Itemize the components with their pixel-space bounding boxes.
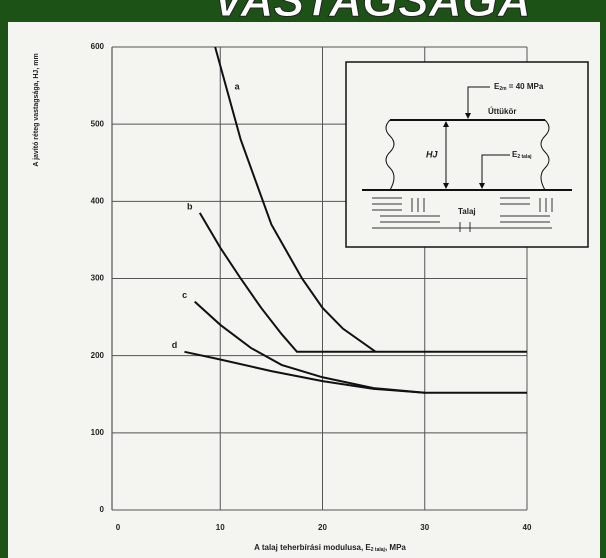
inset-frame bbox=[345, 61, 589, 248]
curve bbox=[184, 350, 425, 394]
arrowhead bbox=[443, 183, 449, 189]
curve bbox=[198, 212, 527, 353]
x-tick-label: 30 bbox=[420, 523, 429, 532]
arrowhead bbox=[465, 113, 471, 119]
y-tick-label: 100 bbox=[91, 428, 105, 437]
curve bbox=[214, 46, 377, 353]
soil-label: Talaj bbox=[458, 207, 476, 216]
x-label-main: A talaj teherbírási modulusa, E bbox=[254, 543, 371, 552]
curve-label: a bbox=[235, 81, 241, 91]
y-tick-label: 0 bbox=[100, 505, 105, 514]
soil-arrow bbox=[481, 154, 510, 188]
hj-label: HJ bbox=[426, 149, 438, 159]
x-tick-label: 0 bbox=[116, 523, 121, 532]
curve-label: d bbox=[172, 340, 178, 350]
x-label-sub: 2 talaj bbox=[371, 547, 386, 553]
curve-label: c bbox=[182, 290, 187, 300]
wavy-edge bbox=[385, 119, 395, 191]
x-tick-label: 40 bbox=[523, 523, 532, 532]
soil-symbol: E bbox=[512, 150, 518, 159]
x-label-unit: , MPa bbox=[385, 543, 406, 552]
arrowhead bbox=[479, 183, 485, 189]
load-sub: 2m bbox=[499, 86, 507, 92]
plot: 0 100 200 300 400 500 600 0 10 20 30 40 a b c d bbox=[91, 42, 532, 532]
y-tick-label: 500 bbox=[91, 119, 105, 128]
surface-label: Úttükör bbox=[488, 107, 516, 116]
soil-modulus: E2 talaj bbox=[512, 150, 532, 160]
y-tick-label: 200 bbox=[91, 351, 105, 360]
inset-load: E2m = 40 MPa bbox=[494, 82, 544, 92]
load-symbol: E bbox=[494, 82, 500, 91]
soil-hatch bbox=[372, 197, 553, 232]
x-axis-label: A talaj teherbírási modulusa, E2 talaj, … bbox=[254, 543, 406, 553]
y-tick-label: 600 bbox=[91, 42, 105, 51]
wavy-edge bbox=[540, 119, 550, 191]
inset: E2m = 40 MPa Úttükör HJ E2 talaj Talaj bbox=[345, 61, 589, 248]
y-axis-label: A javító réteg vastagsága, HJ, mm bbox=[33, 53, 40, 166]
x-tick-label: 10 bbox=[216, 523, 225, 532]
load-arrow bbox=[467, 86, 490, 118]
x-tick-label: 20 bbox=[318, 523, 327, 532]
soil-sub: 2 talaj bbox=[517, 154, 532, 160]
y-tick-label: 300 bbox=[91, 274, 105, 283]
curve-label: b bbox=[187, 201, 193, 211]
arrowhead bbox=[443, 121, 449, 127]
load-rest: = 40 MPa bbox=[507, 82, 544, 91]
y-tick-label: 400 bbox=[91, 196, 105, 205]
